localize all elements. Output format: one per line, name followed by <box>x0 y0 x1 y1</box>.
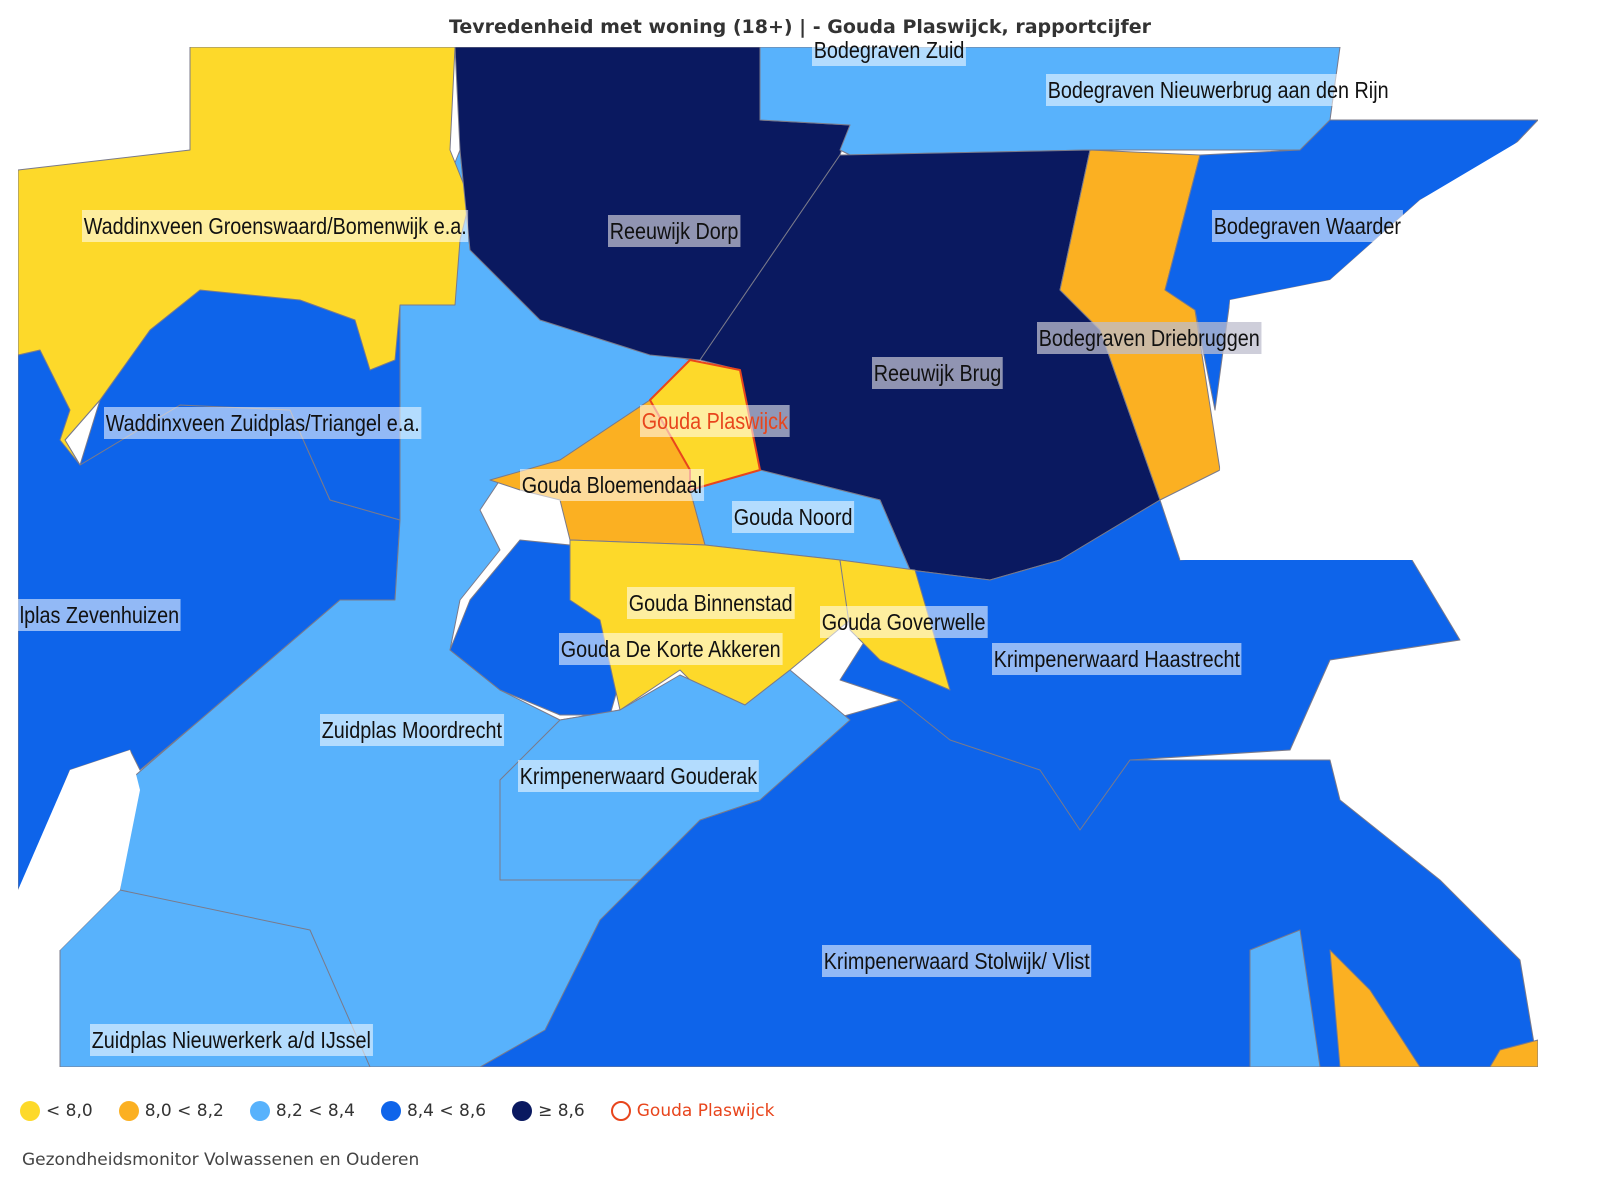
legend-item-selected[interactable]: Gouda Plaswijck <box>610 1101 775 1121</box>
legend-swatch <box>249 1101 270 1121</box>
legend-label: Gouda Plaswijck <box>636 1101 775 1121</box>
legend-label: < 8,0 <box>46 1101 93 1121</box>
label-reeuwijk-dorp: Reeuwijk Dorp <box>608 215 741 247</box>
legend-label: 8,4 < 8,6 <box>406 1101 487 1121</box>
label-gouda-goverwelle: Gouda Goverwelle <box>820 606 988 638</box>
legend-item-80-82[interactable]: 8,0 < 8,2 <box>118 1101 224 1121</box>
label-gouda-korte-akkeren: Gouda De Korte Akkeren <box>559 633 783 665</box>
label-zuidplas-moordrecht: Zuidplas Moordrecht <box>320 714 504 746</box>
legend-swatch-selected <box>610 1101 631 1121</box>
label-reeuwijk-brug: Reeuwijk Brug <box>872 357 1003 389</box>
label-bodegraven-driebruggen: Bodegraven Driebruggen <box>1037 322 1262 354</box>
outside-area-left-bottom <box>18 750 140 960</box>
legend-item-lt80[interactable]: < 8,0 <box>20 1101 93 1121</box>
map-title: Tevredenheid met woning (18+) | - Gouda … <box>448 16 1152 38</box>
region-bottom-right-light[interactable] <box>1249 929 1321 1067</box>
label-krimpenerwaard-gouderak: Krimpenerwaard Gouderak <box>518 760 759 792</box>
legend-item-ge86[interactable]: ≥ 8,6 <box>512 1101 585 1121</box>
legend-item-84-86[interactable]: 8,4 < 8,6 <box>380 1101 487 1121</box>
label-zuidplas-zevenhuizen: lplas Zevenhuizen <box>18 599 181 631</box>
legend-swatch <box>512 1101 533 1121</box>
legend-label: 8,0 < 8,2 <box>144 1101 224 1121</box>
legend: < 8,0 8,0 < 8,2 8,2 < 8,4 8,4 < 8,6 ≥ 8,… <box>20 1098 801 1124</box>
label-gouda-bloemendaal: Gouda Bloemendaal <box>520 469 704 501</box>
label-waddinxveen-groenswaard: Waddinxveen Groenswaard/Bomenwijk e.a. <box>82 210 469 242</box>
legend-swatch <box>20 1101 40 1121</box>
region-bottom-right-orange[interactable] <box>1329 949 1421 1067</box>
label-krimpenerwaard-haastrecht: Krimpenerwaard Haastrecht <box>992 643 1242 675</box>
label-waddinxveen-zuidplas: Waddinxveen Zuidplas/Triangel e.a. <box>104 407 422 439</box>
label-gouda-binnenstad: Gouda Binnenstad <box>627 587 795 619</box>
label-gouda-plaswijck: Gouda Plaswijck <box>640 405 790 437</box>
legend-swatch <box>380 1101 401 1121</box>
label-bodegraven-waarder: Bodegraven Waarder <box>1212 210 1403 242</box>
source-note: Gezondheidsmonitor Volwassenen en Oudere… <box>22 1150 420 1170</box>
label-gouda-noord: Gouda Noord <box>732 501 855 533</box>
legend-label: 8,2 < 8,4 <box>275 1101 355 1121</box>
label-bodegraven-zuid: Bodegraven Zuid <box>812 34 967 66</box>
label-bodegraven-nieuwerbrug: Bodegraven Nieuwerbrug aan den Rijn <box>1046 74 1391 106</box>
legend-item-82-84[interactable]: 8,2 < 8,4 <box>249 1101 355 1121</box>
outside-area-right <box>1180 130 1538 560</box>
label-krimpenerwaard-stolwijk: Krimpenerwaard Stolwijk/ Vlist <box>822 945 1092 977</box>
region-far-right-orange[interactable] <box>1489 1039 1538 1067</box>
label-zuidplas-nieuwerkerk: Zuidplas Nieuwerkerk a/d IJssel <box>90 1024 373 1056</box>
legend-label: ≥ 8,6 <box>538 1101 585 1121</box>
legend-swatch <box>118 1101 139 1121</box>
